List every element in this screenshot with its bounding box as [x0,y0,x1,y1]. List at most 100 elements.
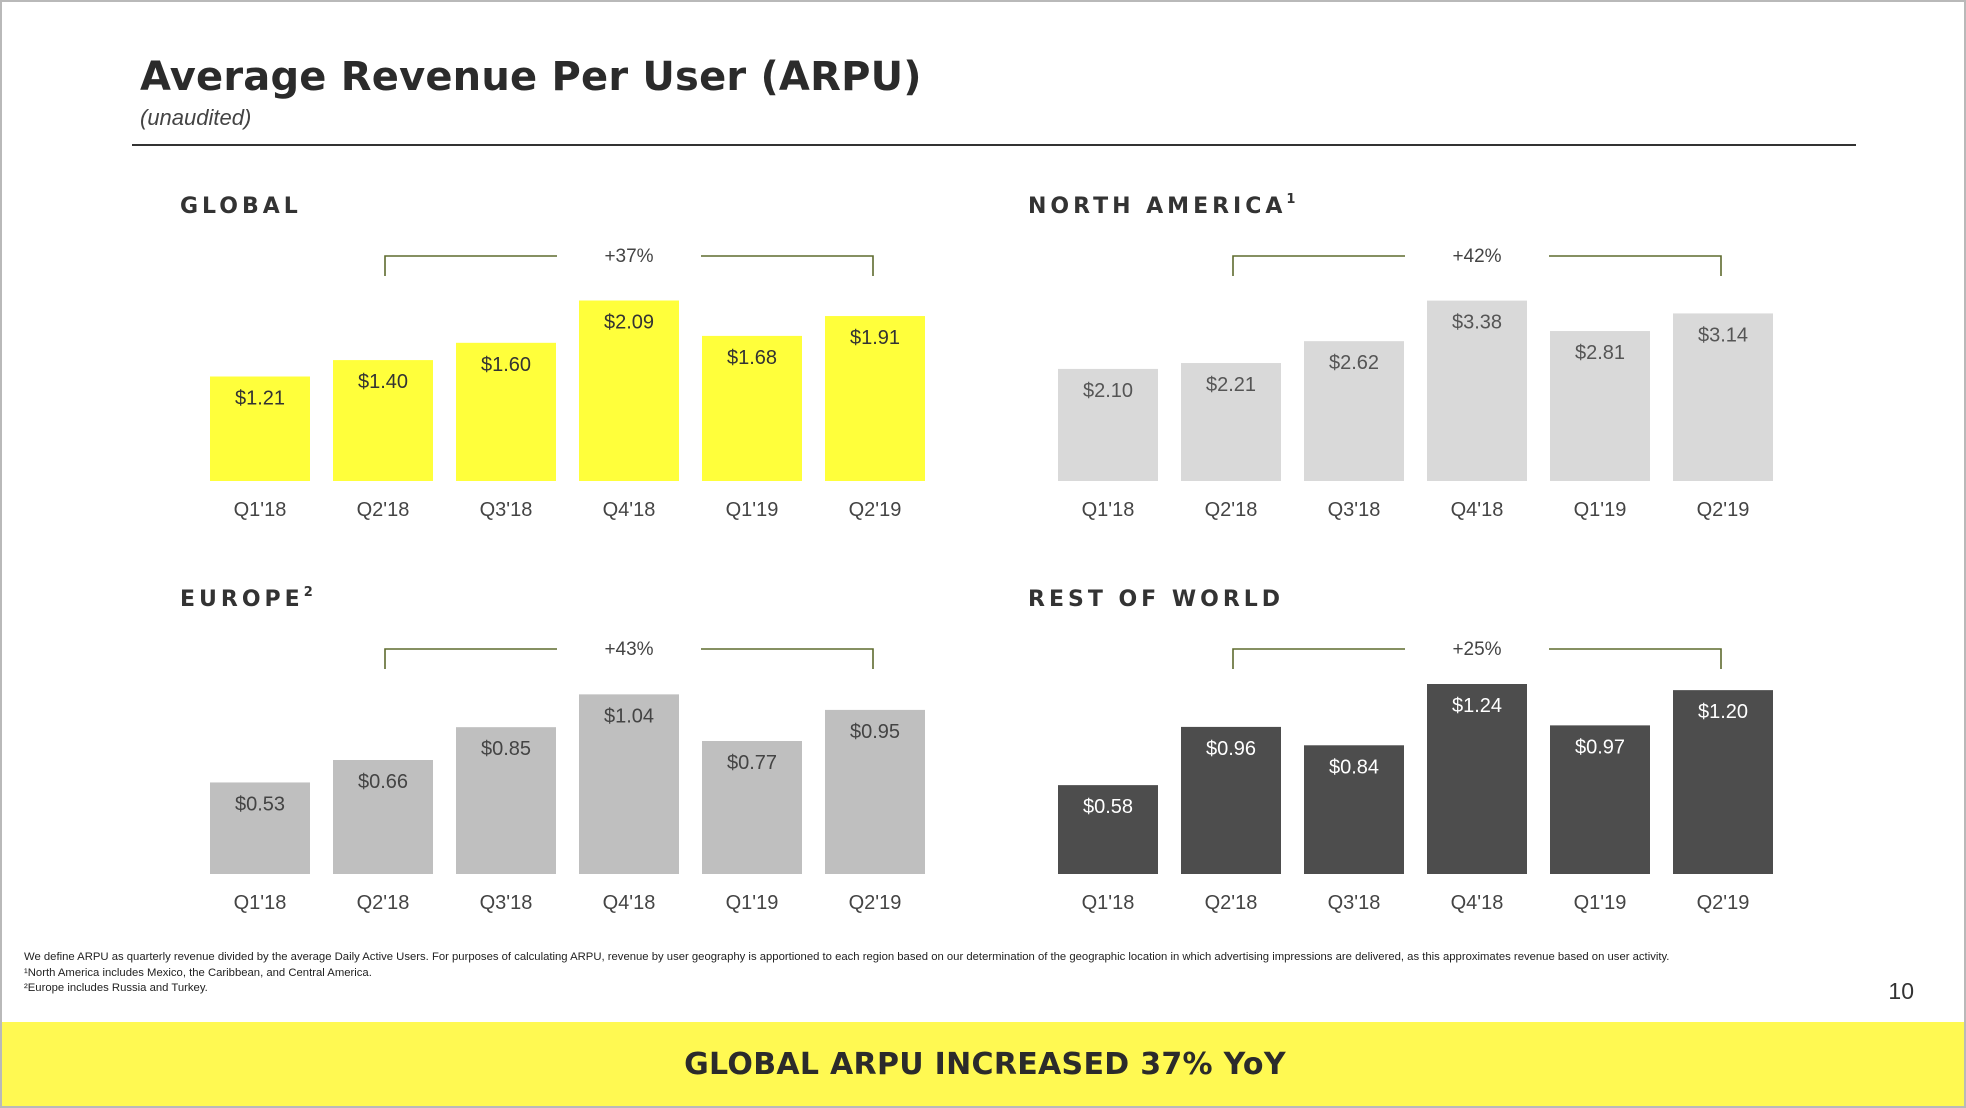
footnote-north-america: ¹North America includes Mexico, the Cari… [24,966,372,979]
data-label-6: $3.14 [1698,324,1748,346]
bar-2 [333,360,433,481]
bar-1 [1058,368,1158,481]
bar-4 [579,694,679,874]
bar-3 [456,342,556,481]
x-tick-label-2: Q2'18 [1205,892,1258,914]
chart-rest-of-world: $0.58 Q1'18 $0.96 Q2'18 $0.84 Q3'18 $1.24 Q4'18… [1058,639,1773,914]
x-tick-label-2: Q2'18 [357,499,410,521]
x-tick-label-4: Q4'18 [1451,499,1504,521]
data-label-2: $0.66 [358,771,408,793]
x-tick-label-1: Q1'18 [1082,892,1135,914]
data-label-5: $0.97 [1575,736,1625,758]
bar-4 [1427,300,1527,481]
x-tick-label-2: Q2'18 [1205,499,1258,521]
page-subtitle: (unaudited) [140,105,252,130]
growth-bracket-right [1549,255,1722,276]
bar-3 [1304,745,1404,874]
growth-label: +43% [604,639,653,660]
x-tick-label-4: Q4'18 [603,892,656,914]
bar-1 [210,782,310,874]
chart-global: $1.21 Q1'18 $1.40 Q2'18 $1.60 Q3'18 $2.09 Q4'18… [210,246,925,521]
data-label-5: $1.68 [727,347,777,369]
bar-2 [333,760,433,874]
chart-panel-europe: EUROPE2 $0.53 Q1'18 $0.66 Q2'18 $0.85 Q3'18 $1… [180,585,1020,947]
bar-4 [1427,684,1527,874]
data-label-6: $1.91 [850,327,900,349]
x-tick-label-5: Q1'19 [726,499,779,521]
bar-5 [1550,331,1650,481]
x-tick-label-6: Q2'19 [849,499,902,521]
growth-bracket-left [384,648,557,669]
x-tick-label-6: Q2'19 [1697,892,1750,914]
bar-1 [1058,785,1158,874]
data-label-1: $1.21 [235,388,285,410]
growth-label: +25% [1452,639,1501,660]
bar-6 [1673,313,1773,481]
title-divider [132,144,1856,146]
footnote-definition: We define ARPU as quarterly revenue divi… [24,951,1670,963]
growth-bracket-right [701,255,874,276]
data-label-2: $1.40 [358,371,408,393]
x-tick-label-4: Q4'18 [603,499,656,521]
data-label-4: $3.38 [1452,312,1502,334]
bar-1 [210,376,310,481]
x-tick-label-5: Q1'19 [1574,892,1627,914]
data-label-1: $0.58 [1083,796,1133,818]
bar-6 [825,316,925,481]
growth-bracket-left [384,255,557,276]
bar-5 [702,335,802,481]
bar-5 [702,741,802,874]
data-label-6: $0.95 [850,721,900,743]
page-title: Average Revenue Per User (ARPU) [140,54,922,100]
x-tick-label-4: Q4'18 [1451,892,1504,914]
footnotes: We define ARPU as quarterly revenue divi… [24,950,1804,997]
data-label-3: $2.62 [1329,352,1379,374]
chart-panel-rest-of-world: REST OF WORLD $0.58 Q1'18 $0.96 Q2'18 $0.84 Q… [1028,587,1868,947]
data-label-1: $0.53 [235,793,285,815]
data-label-5: $0.77 [727,752,777,774]
data-label-2: $0.96 [1206,738,1256,760]
footnote-europe: ²Europe includes Russia and Turkey. [24,982,208,994]
growth-label: +42% [1452,246,1501,267]
growth-bracket-left [1232,255,1405,276]
x-tick-label-1: Q1'18 [1082,499,1135,521]
chart-title-global: GLOBAL [180,194,302,219]
page-number: 10 [1888,978,1914,1004]
x-tick-label-6: Q2'19 [849,892,902,914]
x-tick-label-5: Q1'19 [726,892,779,914]
bar-3 [1304,341,1404,481]
x-tick-label-5: Q1'19 [1574,499,1627,521]
data-label-4: $1.04 [604,705,654,727]
growth-bracket-right [1549,648,1722,669]
data-label-1: $2.10 [1083,380,1133,402]
data-label-4: $1.24 [1452,695,1502,717]
chart-europe: $0.53 Q1'18 $0.66 Q2'18 $0.85 Q3'18 $1.04 Q4'18… [210,639,925,914]
growth-label: +37% [604,246,653,267]
growth-bracket-right [701,648,874,669]
chart-north-america: $2.10 Q1'18 $2.21 Q2'18 $2.62 Q3'18 $3.38 Q4'18… [1058,246,1773,521]
growth-bracket-left [1232,648,1405,669]
chart-title-europe: EUROPE2 [180,585,313,612]
data-label-2: $2.21 [1206,374,1256,396]
bar-2 [1181,363,1281,481]
bar-5 [1550,725,1650,874]
bar-6 [1673,690,1773,874]
data-label-3: $1.60 [481,354,531,376]
chart-title-north-america: NORTH AMERICA1 [1028,192,1296,219]
x-tick-label-1: Q1'18 [234,499,287,521]
summary-banner: GLOBAL ARPU INCREASED 37% YoY [2,1022,1964,1106]
bar-6 [825,709,925,874]
data-label-5: $2.81 [1575,342,1625,364]
bar-3 [456,727,556,874]
data-label-6: $1.20 [1698,701,1748,723]
chart-panel-north-america: NORTH AMERICA1 $2.10 Q1'18 $2.21 Q2'18 $2.62… [1028,192,1868,554]
data-label-3: $0.84 [1329,756,1379,778]
x-tick-label-3: Q3'18 [1328,892,1381,914]
x-tick-label-3: Q3'18 [1328,499,1381,521]
x-tick-label-3: Q3'18 [480,499,533,521]
data-label-3: $0.85 [481,738,531,760]
chart-title-rest-of-world: REST OF WORLD [1028,587,1285,612]
x-tick-label-3: Q3'18 [480,892,533,914]
x-tick-label-2: Q2'18 [357,892,410,914]
